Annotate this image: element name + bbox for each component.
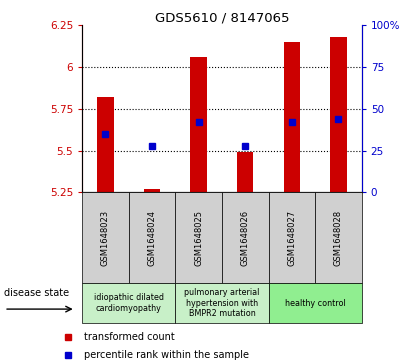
Text: transformed count: transformed count <box>84 332 175 342</box>
Text: GSM1648026: GSM1648026 <box>241 210 250 266</box>
FancyBboxPatch shape <box>175 192 222 283</box>
FancyBboxPatch shape <box>129 192 175 283</box>
Title: GDS5610 / 8147065: GDS5610 / 8147065 <box>155 11 289 24</box>
FancyBboxPatch shape <box>268 283 362 323</box>
FancyBboxPatch shape <box>175 283 268 323</box>
Text: GSM1648027: GSM1648027 <box>287 210 296 266</box>
Text: healthy control: healthy control <box>285 299 346 307</box>
FancyBboxPatch shape <box>82 283 175 323</box>
FancyBboxPatch shape <box>268 192 315 283</box>
Text: GSM1648028: GSM1648028 <box>334 210 343 266</box>
FancyBboxPatch shape <box>82 192 129 283</box>
Bar <box>97 97 113 192</box>
Text: GSM1648024: GSM1648024 <box>148 210 157 266</box>
Text: idiopathic dilated
cardiomyopathy: idiopathic dilated cardiomyopathy <box>94 293 164 313</box>
Bar <box>330 37 346 192</box>
Text: percentile rank within the sample: percentile rank within the sample <box>84 350 249 360</box>
Text: GSM1648023: GSM1648023 <box>101 210 110 266</box>
Text: GSM1648025: GSM1648025 <box>194 210 203 266</box>
Bar <box>191 57 207 192</box>
Bar <box>284 42 300 192</box>
FancyBboxPatch shape <box>222 192 268 283</box>
Text: disease state: disease state <box>4 288 69 298</box>
FancyBboxPatch shape <box>315 192 362 283</box>
Text: pulmonary arterial
hypertension with
BMPR2 mutation: pulmonary arterial hypertension with BMP… <box>184 288 260 318</box>
Bar <box>144 189 160 192</box>
Bar <box>237 152 253 192</box>
